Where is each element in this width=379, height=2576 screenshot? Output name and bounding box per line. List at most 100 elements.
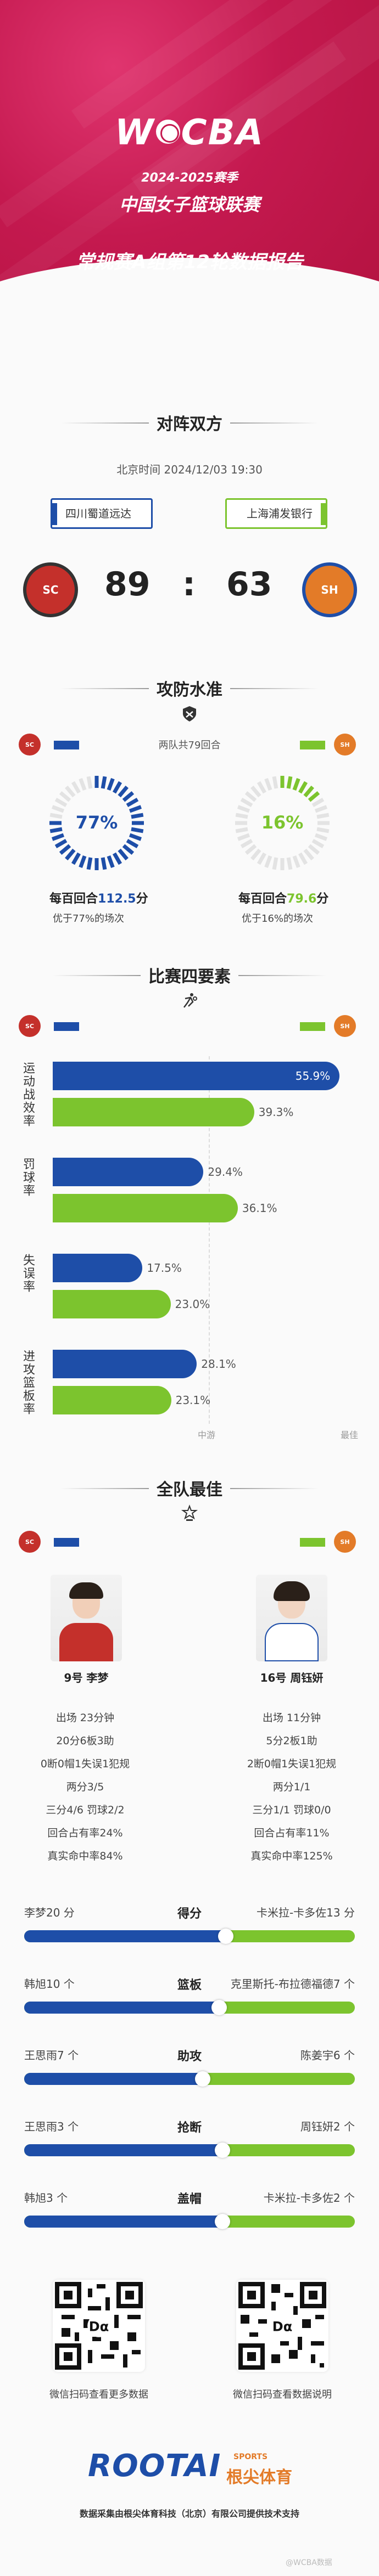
best-section-title: 全队最佳 (0, 1476, 379, 1500)
player-stat-line: 回合占有率24% (47, 1827, 123, 1839)
match-time: 北京时间 2024/12/03 19:30 (116, 463, 263, 476)
gauge-segment-filled (292, 777, 300, 791)
home-player-photo (51, 1575, 122, 1661)
away-mini-logo-2: SH (334, 1015, 356, 1037)
gauge-segment-filled (101, 857, 107, 870)
player-stat-line: 2断0帽1失误1犯规 (247, 1758, 337, 1770)
gauge-segment-empty (286, 857, 293, 870)
axis-right-label: 最佳 (341, 1430, 359, 1440)
gauge-segment-filled (107, 855, 115, 869)
player-stat-line: 三分1/1 罚球0/0 (252, 1804, 331, 1816)
qr-right-caption: 微信扫码查看数据说明 (233, 2389, 332, 2400)
home-efficiency-gauge (49, 776, 144, 870)
gauge-segment-filled (65, 848, 76, 861)
home-score: 89 (104, 565, 151, 604)
factor-label: 罚球率 (21, 1158, 35, 1197)
gauge-segment-filled (129, 805, 142, 813)
gauge-segment-empty (235, 827, 248, 833)
offense-defense-title: 攻防水准 (0, 676, 379, 700)
home-team-name: 四川蜀道远达 (65, 507, 131, 520)
player-stat-line: 回合占有率11% (254, 1827, 330, 1839)
best-left-label: 李梦20 分 (24, 1906, 75, 1919)
factor-label: 进攻篮板率 (21, 1350, 35, 1416)
player-stat-line: 出场 23分钟 (55, 1712, 115, 1724)
gauge-segment-empty (244, 791, 257, 802)
gauge-segment-empty (257, 852, 267, 865)
home-factor-value: 17.5% (147, 1261, 182, 1275)
rounds-note: 两队共79回合 (158, 740, 221, 751)
best-compare-bar-home (24, 1930, 226, 1942)
gauge-segment-empty (264, 777, 272, 791)
away-mini-logo: SH (334, 734, 356, 756)
best-compare-bar (24, 2144, 355, 2156)
gauge-segment-filled (131, 827, 144, 833)
gauge-segment-filled (79, 855, 87, 869)
brand-sports: SPORTS (233, 2453, 268, 2461)
home-mini-logo-2: SC (19, 1015, 41, 1037)
gauge-segment-empty (250, 785, 261, 798)
gauge-segment-empty (264, 855, 272, 869)
home-legend-3 (54, 1538, 79, 1547)
gauge-segment-empty (59, 791, 71, 802)
gauge-segment-empty (51, 805, 65, 813)
home-team-logo: SC (23, 562, 78, 617)
away-per100: 每百回合79.6分 (238, 892, 329, 906)
best-left-label: 韩旭10 个 (24, 1977, 75, 1991)
factor-label: 失误率 (21, 1254, 35, 1293)
gauge-segment-filled (286, 776, 293, 789)
gauge-segment-empty (316, 827, 330, 833)
gauge-segment-empty (65, 785, 76, 798)
player-stat-line: 出场 11分钟 (262, 1712, 321, 1724)
best-left-label: 韩旭3 个 (24, 2191, 68, 2205)
gauge-segment-filled (54, 838, 68, 849)
best-compare-knob (195, 2071, 211, 2087)
away-factor-bar (53, 1098, 254, 1126)
best-compare-bar-home (24, 2216, 223, 2228)
home-mini-logo: SC (19, 734, 41, 756)
player-stat-line: 真实命中率125% (250, 1850, 333, 1862)
qr-left-caption: 微信扫码查看更多数据 (49, 2389, 148, 2400)
player-stat-line: 0断0帽1失误1犯规 (40, 1758, 130, 1770)
gauge-segment-empty (272, 776, 278, 789)
best-compare-bar-home (24, 2002, 220, 2014)
gauge-segment-empty (316, 813, 330, 819)
player-stat-line: 三分4/6 罚球2/2 (46, 1804, 125, 1816)
wcba-logo: W CBA (115, 112, 264, 153)
best-compare-knob (211, 2000, 227, 2015)
gauge-segment-empty (79, 777, 87, 791)
gauge-segment-empty (314, 805, 328, 813)
gauge-segment-filled (118, 785, 129, 798)
player-stat-line: 20分6板3助 (56, 1735, 114, 1747)
best-right-label: 卡米拉-卡多佐13 分 (256, 1906, 355, 1919)
best-compare-knob (215, 2214, 231, 2229)
league-title: 中国女子篮球联赛 (119, 194, 260, 215)
gauge-segment-filled (122, 844, 135, 855)
player-stat-line: 两分3/5 (66, 1781, 104, 1793)
home-rank-note: 优于77%的场次 (53, 913, 125, 925)
away-player-name: 16号 周钰妍 (260, 1671, 324, 1684)
qr-right: Dα (236, 2280, 328, 2372)
best-compare-bar-home (24, 2073, 203, 2085)
home-factor-bar (53, 1158, 204, 1186)
away-factor-bar (53, 1290, 171, 1318)
gauge-segment-empty (311, 838, 325, 849)
home-player-stats: 出场 23分钟 20分6板3助 0断0帽1失误1犯规 两分3/5 三分4/6 罚球2/2… (33, 1706, 137, 1868)
svg-text:Dα: Dα (272, 2319, 292, 2335)
score-separator: : (182, 565, 196, 604)
gauge-segment-empty (303, 848, 314, 861)
gauge-segment-empty (250, 848, 261, 861)
best-right-label: 周钰妍2 个 (300, 2120, 355, 2133)
home-factor-value: 29.4% (208, 1165, 243, 1179)
gauge-segment-empty (235, 813, 248, 819)
gauge-segment-filled (308, 791, 320, 802)
gauge-segment-filled (101, 776, 107, 789)
factor-label: 运动战效率 (21, 1062, 35, 1128)
away-percent-label: 16% (261, 812, 304, 833)
axis-mid-line (209, 1056, 210, 1424)
brand-cn: 根尖体育 (226, 2468, 292, 2487)
home-mini-logo-3: SC (19, 1531, 41, 1553)
gauge-segment-empty (86, 776, 93, 789)
gauge-segment-filled (298, 781, 308, 794)
gauge-segment-filled (112, 852, 122, 865)
best-compare-bar-home (24, 2144, 223, 2156)
